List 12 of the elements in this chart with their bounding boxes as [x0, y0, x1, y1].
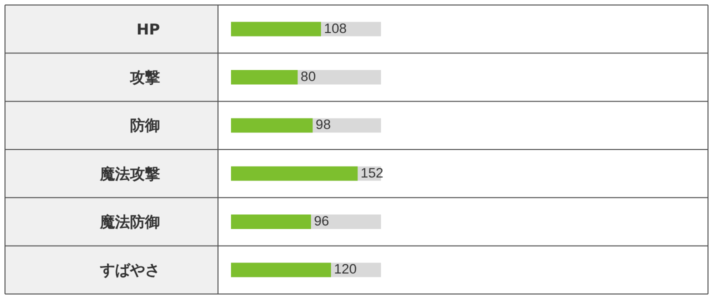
data-label: 120 — [334, 262, 358, 277]
y-tick-label: 魔法攻撃 — [99, 164, 160, 183]
data-label: 108 — [324, 20, 347, 36]
y-tick-label: 攻撃 — [129, 68, 160, 86]
y-tick-label: すばやさ — [99, 261, 160, 280]
data-label: 152 — [360, 165, 384, 180]
data-label: 98 — [316, 117, 331, 132]
data-label: 80 — [300, 69, 316, 84]
y-tick-label: 防御 — [130, 116, 160, 135]
y-tick-label: HP — [136, 20, 160, 38]
data-label: 96 — [314, 214, 330, 229]
y-tick-label: 魔法防御 — [99, 213, 160, 231]
